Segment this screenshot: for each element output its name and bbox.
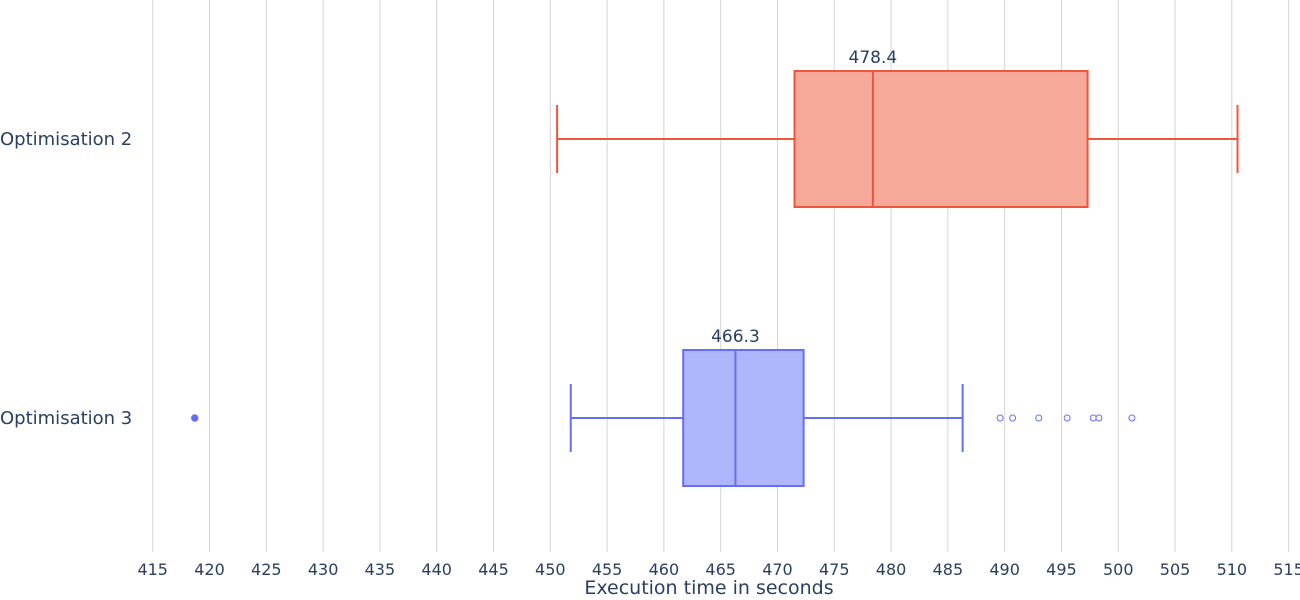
x-tick-label-440: 440	[421, 560, 452, 579]
box-series: 478.4 466.3	[191, 48, 1239, 487]
x-tick-label-490: 490	[989, 560, 1020, 579]
x-tick-label-475: 475	[819, 560, 850, 579]
y-category-label: Optimisation 3	[0, 408, 132, 429]
outlier-point	[191, 414, 199, 422]
outlier-point	[1009, 414, 1017, 422]
x-tick-label-460: 460	[649, 560, 680, 579]
x-tick-label-480: 480	[876, 560, 907, 579]
x-axis-ticks: 415 420 425 430 435 440 445 450 455 460 465 470 475 4…	[137, 560, 1300, 579]
median-label: 466.3	[711, 327, 760, 347]
x-tick-label-505: 505	[1160, 560, 1191, 579]
outlier-point	[1095, 414, 1103, 422]
x-tick-label-495: 495	[1046, 560, 1077, 579]
y-category-label: Optimisation 2	[0, 129, 132, 150]
x-tick-label-515: 515	[1273, 560, 1300, 579]
x-gridlines	[152, 0, 1290, 552]
x-tick-label-510: 510	[1217, 560, 1248, 579]
x-tick-label-465: 465	[705, 560, 736, 579]
outlier-point	[996, 414, 1004, 422]
x-tick-label-455: 455	[592, 560, 623, 579]
outlier-point	[1063, 414, 1071, 422]
outlier-point	[1035, 414, 1043, 422]
x-tick-label-430: 430	[308, 560, 339, 579]
iqr-box	[793, 70, 1089, 208]
x-tick-label-500: 500	[1103, 560, 1134, 579]
x-tick-label-445: 445	[478, 560, 509, 579]
outlier-point	[1128, 414, 1136, 422]
y-axis-categories: Optimisation 2 Optimisation 3	[0, 129, 132, 429]
x-tick-label-470: 470	[762, 560, 793, 579]
x-tick-label-450: 450	[535, 560, 566, 579]
x-tick-label-425: 425	[251, 560, 282, 579]
box-optimisation-3: 466.3	[191, 327, 1136, 487]
x-tick-label-420: 420	[194, 560, 225, 579]
median-label: 478.4	[849, 48, 898, 68]
x-tick-label-435: 435	[365, 560, 396, 579]
x-tick-label-415: 415	[137, 560, 168, 579]
x-axis-title: Execution time in seconds	[584, 577, 833, 599]
iqr-box	[682, 349, 805, 487]
outlier-point	[1089, 414, 1097, 422]
box-optimisation-2: 478.4	[556, 48, 1239, 208]
x-tick-label-485: 485	[933, 560, 964, 579]
